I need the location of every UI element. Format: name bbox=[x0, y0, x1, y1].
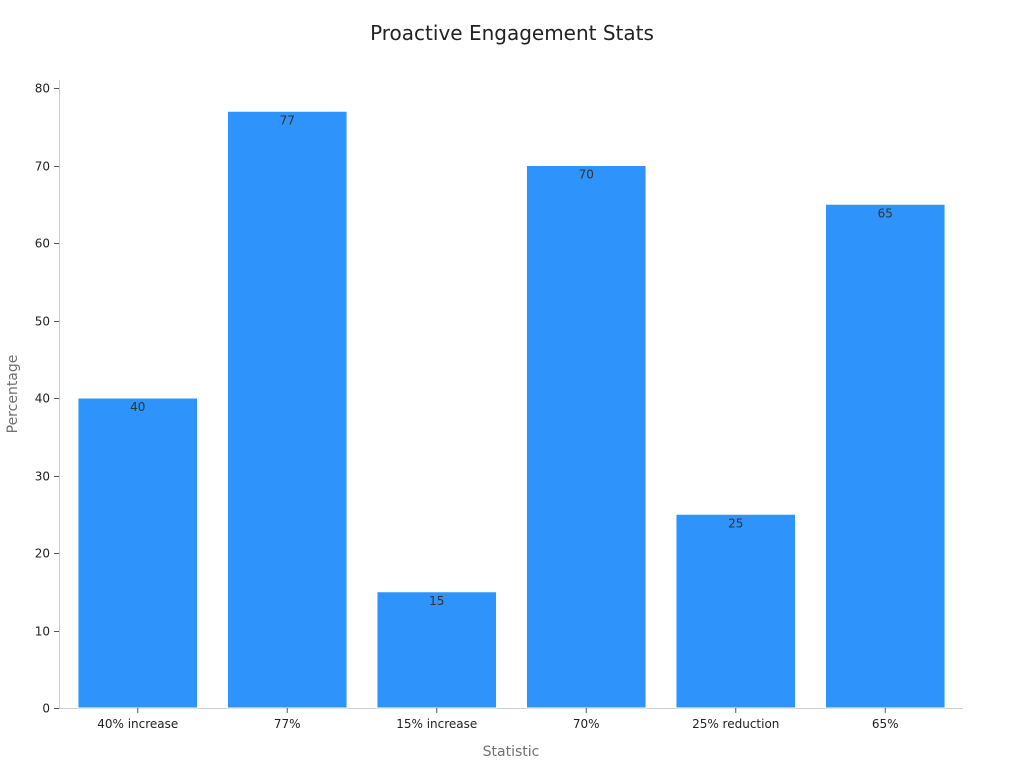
x-tick-label: 65% bbox=[872, 717, 899, 731]
bar bbox=[77, 397, 199, 709]
y-tick-label: 30 bbox=[35, 470, 50, 484]
x-axis-ticks: 40% increase 77% 15% increase 70% 25% reduct… bbox=[97, 708, 899, 731]
bar-value-label: 15 bbox=[429, 594, 444, 608]
x-tick-label: 70% bbox=[573, 717, 600, 731]
x-axis-label: Statistic bbox=[483, 744, 540, 760]
bar bbox=[226, 110, 348, 709]
bar bbox=[824, 203, 946, 709]
bar-value-label: 77 bbox=[280, 113, 295, 127]
y-tick-label: 10 bbox=[35, 625, 50, 639]
chart-title: Proactive Engagement Stats bbox=[370, 21, 654, 45]
bar bbox=[525, 165, 647, 709]
bar-value-label: 40 bbox=[130, 400, 145, 414]
y-tick-label: 80 bbox=[35, 82, 50, 96]
y-tick-label: 50 bbox=[35, 315, 50, 329]
x-tick-label: 25% reduction bbox=[692, 717, 779, 731]
bar bbox=[675, 513, 797, 709]
y-tick-label: 60 bbox=[35, 237, 50, 251]
x-tick-label: 40% increase bbox=[97, 717, 178, 731]
y-tick-label: 40 bbox=[35, 392, 50, 406]
x-tick-label: 15% increase bbox=[396, 717, 477, 731]
x-tick-label: 77% bbox=[274, 717, 301, 731]
bars: 40 77 15 70 25 65 bbox=[77, 110, 946, 709]
bar-value-label: 65 bbox=[878, 206, 893, 220]
y-axis-ticks: 0 10 20 30 40 50 60 70 80 bbox=[35, 82, 59, 716]
y-axis-label: Percentage bbox=[5, 355, 21, 434]
y-tick-label: 20 bbox=[35, 547, 50, 561]
bar-value-label: 70 bbox=[579, 168, 594, 182]
y-tick-label: 0 bbox=[42, 702, 50, 716]
bar-value-label: 25 bbox=[728, 516, 743, 530]
y-tick-label: 70 bbox=[35, 160, 50, 174]
bar bbox=[376, 591, 498, 709]
